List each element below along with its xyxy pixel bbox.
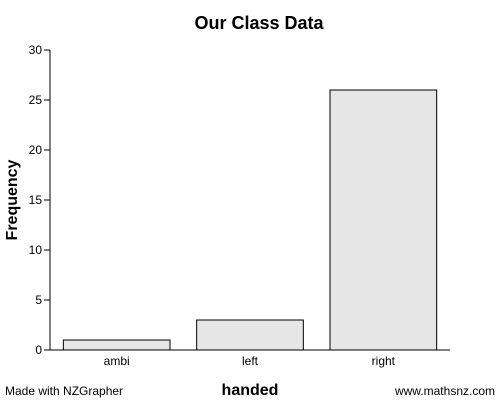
x-axis-ticks: ambi left right: [104, 354, 396, 368]
y-tick-label: 30: [29, 43, 43, 57]
footer-website: www.mathsnz.com: [394, 384, 495, 398]
bar-left: [196, 319, 304, 351]
y-tick-label: 5: [35, 293, 42, 307]
y-tick-label: 0: [35, 343, 42, 357]
x-tick-label-right: right: [372, 354, 396, 368]
footer-made-with: Made with NZGrapher: [5, 384, 123, 398]
x-tick-label-ambi: ambi: [104, 354, 130, 368]
y-tick-label: 20: [29, 143, 43, 157]
y-axis-ticks: 0 5 10 15 20 25 30: [29, 43, 50, 357]
y-tick-label: 15: [29, 193, 43, 207]
bars-group: [62, 89, 438, 351]
y-tick-label: 10: [29, 243, 43, 257]
chart-title: Our Class Data: [194, 13, 324, 33]
bar-right: [329, 89, 438, 351]
x-tick-label-left: left: [242, 354, 259, 368]
x-axis-title: handed: [222, 382, 279, 399]
bar-ambi: [62, 339, 171, 351]
y-tick-label: 25: [29, 93, 43, 107]
y-axis-title: Frequency: [4, 159, 21, 240]
